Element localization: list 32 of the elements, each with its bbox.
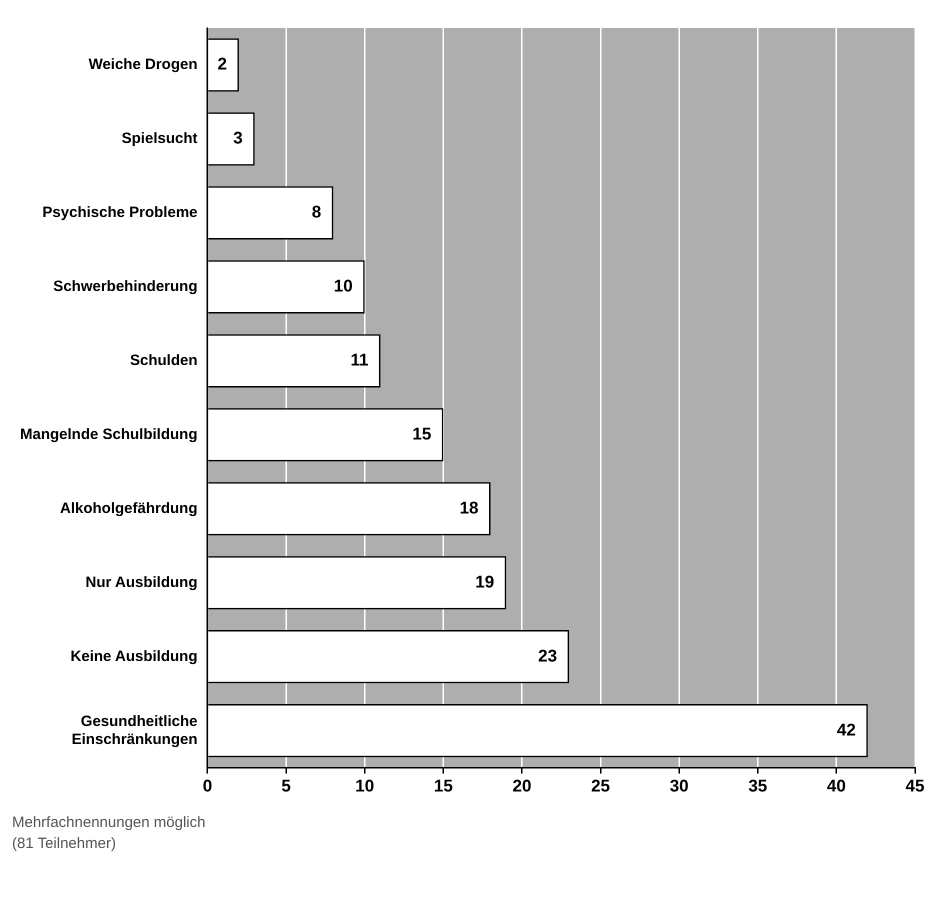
y-tick-label: Keine Ausbildung <box>70 648 198 665</box>
y-tick-label: Weiche Drogen <box>88 56 198 74</box>
data-label: 3 <box>233 128 243 148</box>
y-tick-label: Schwerbehinderung <box>53 278 198 295</box>
data-label: 10 <box>334 276 353 296</box>
x-tick-label: 25 <box>591 776 610 796</box>
data-label: 11 <box>350 350 368 370</box>
data-label: 42 <box>836 720 856 740</box>
text: Mehrfachnennungen möglich <box>12 813 206 833</box>
x-tick-label: 30 <box>670 776 689 796</box>
y-tick-label: Alkoholgefährdung <box>60 500 198 517</box>
data-label: 8 <box>312 202 322 222</box>
x-tick-label: 5 <box>281 776 291 796</box>
y-tick-label: Spielsucht <box>122 130 198 148</box>
y-tick-label: Nur Ausbildung <box>86 574 198 591</box>
y-tick-label: Gesundheitliche Einschränkungen <box>72 712 198 748</box>
x-tick-label: 10 <box>355 776 374 796</box>
x-tick-label: 45 <box>906 776 924 796</box>
x-tick-label: 0 <box>202 776 212 796</box>
data-label: 23 <box>538 646 558 666</box>
y-tick-label: Schulden <box>130 352 198 369</box>
y-tick-label: Psychische Probleme <box>42 204 198 222</box>
x-tick-label: 40 <box>826 776 846 796</box>
data-label: 2 <box>217 54 227 74</box>
x-tick-label: 15 <box>434 776 453 796</box>
data-label: 15 <box>412 424 432 444</box>
x-tick-label: 20 <box>512 776 532 796</box>
data-label: 19 <box>475 572 494 592</box>
y-tick-label: Mangelnde Schulbildung <box>20 426 198 443</box>
x-tick-label: 35 <box>748 776 768 796</box>
data-label: 18 <box>460 498 478 518</box>
text: (81 Teilnehmer) <box>12 834 117 854</box>
